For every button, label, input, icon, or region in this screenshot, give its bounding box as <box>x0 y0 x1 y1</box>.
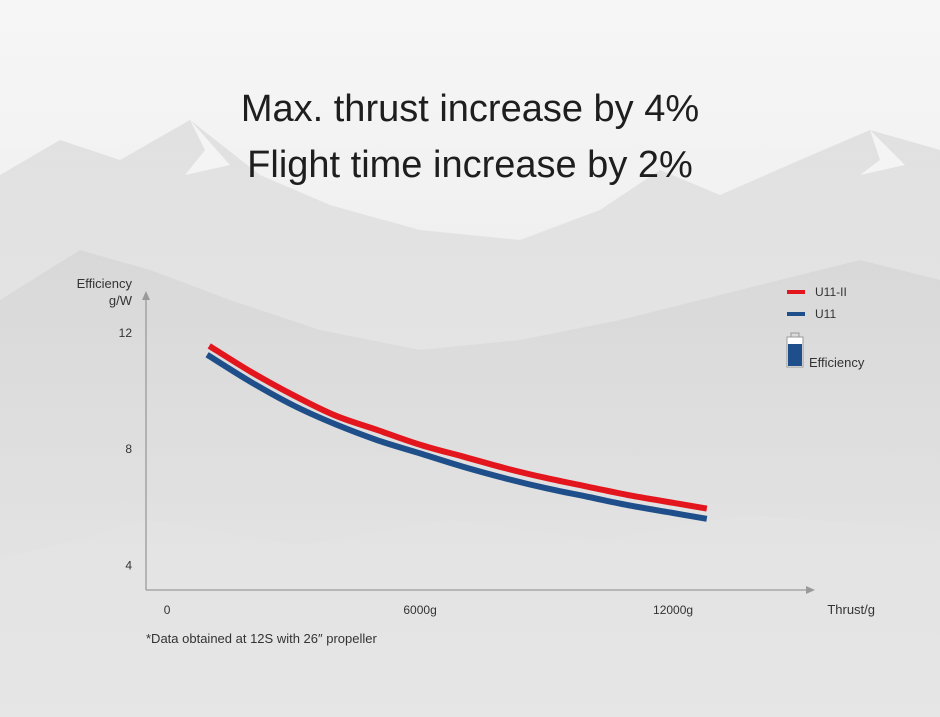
x-axis-arrow <box>806 586 815 594</box>
y-axis-arrow <box>142 291 150 300</box>
headline-flight-time: Flight time increase by 2% <box>247 144 693 186</box>
legend-label-efficiency: Efficiency <box>809 355 865 370</box>
battery-icon <box>786 332 804 368</box>
x-tick-label: 12000g <box>653 603 693 617</box>
x-axis-label: Thrust/g <box>827 602 875 617</box>
series-line-u11 <box>205 352 708 522</box>
legend-label-u11: U11 <box>815 307 836 321</box>
x-tick-label: 6000g <box>403 603 436 617</box>
y-tick-label: 4 <box>125 558 132 572</box>
y-tick-label: 8 <box>125 442 132 456</box>
axes <box>142 291 815 594</box>
x-tick-label: 0 <box>164 603 171 617</box>
x-tick-labels: 0 6000g 12000g <box>164 603 693 617</box>
headline-thrust: Max. thrust increase by 4% <box>240 88 700 130</box>
y-axis-label-line2: g/W <box>109 293 133 308</box>
y-tick-labels: 4 8 12 <box>119 326 133 572</box>
footnote: *Data obtained at 12S with 26″ propeller <box>146 631 377 646</box>
legend-label-u11-ii: U11-II <box>815 285 847 299</box>
y-tick-label: 12 <box>119 326 133 340</box>
legend: U11-II U11 Efficiency <box>786 285 865 370</box>
series-lines <box>205 343 708 522</box>
y-axis-label-line1: Efficiency <box>77 276 133 291</box>
series-line-u11-ii <box>207 343 708 512</box>
